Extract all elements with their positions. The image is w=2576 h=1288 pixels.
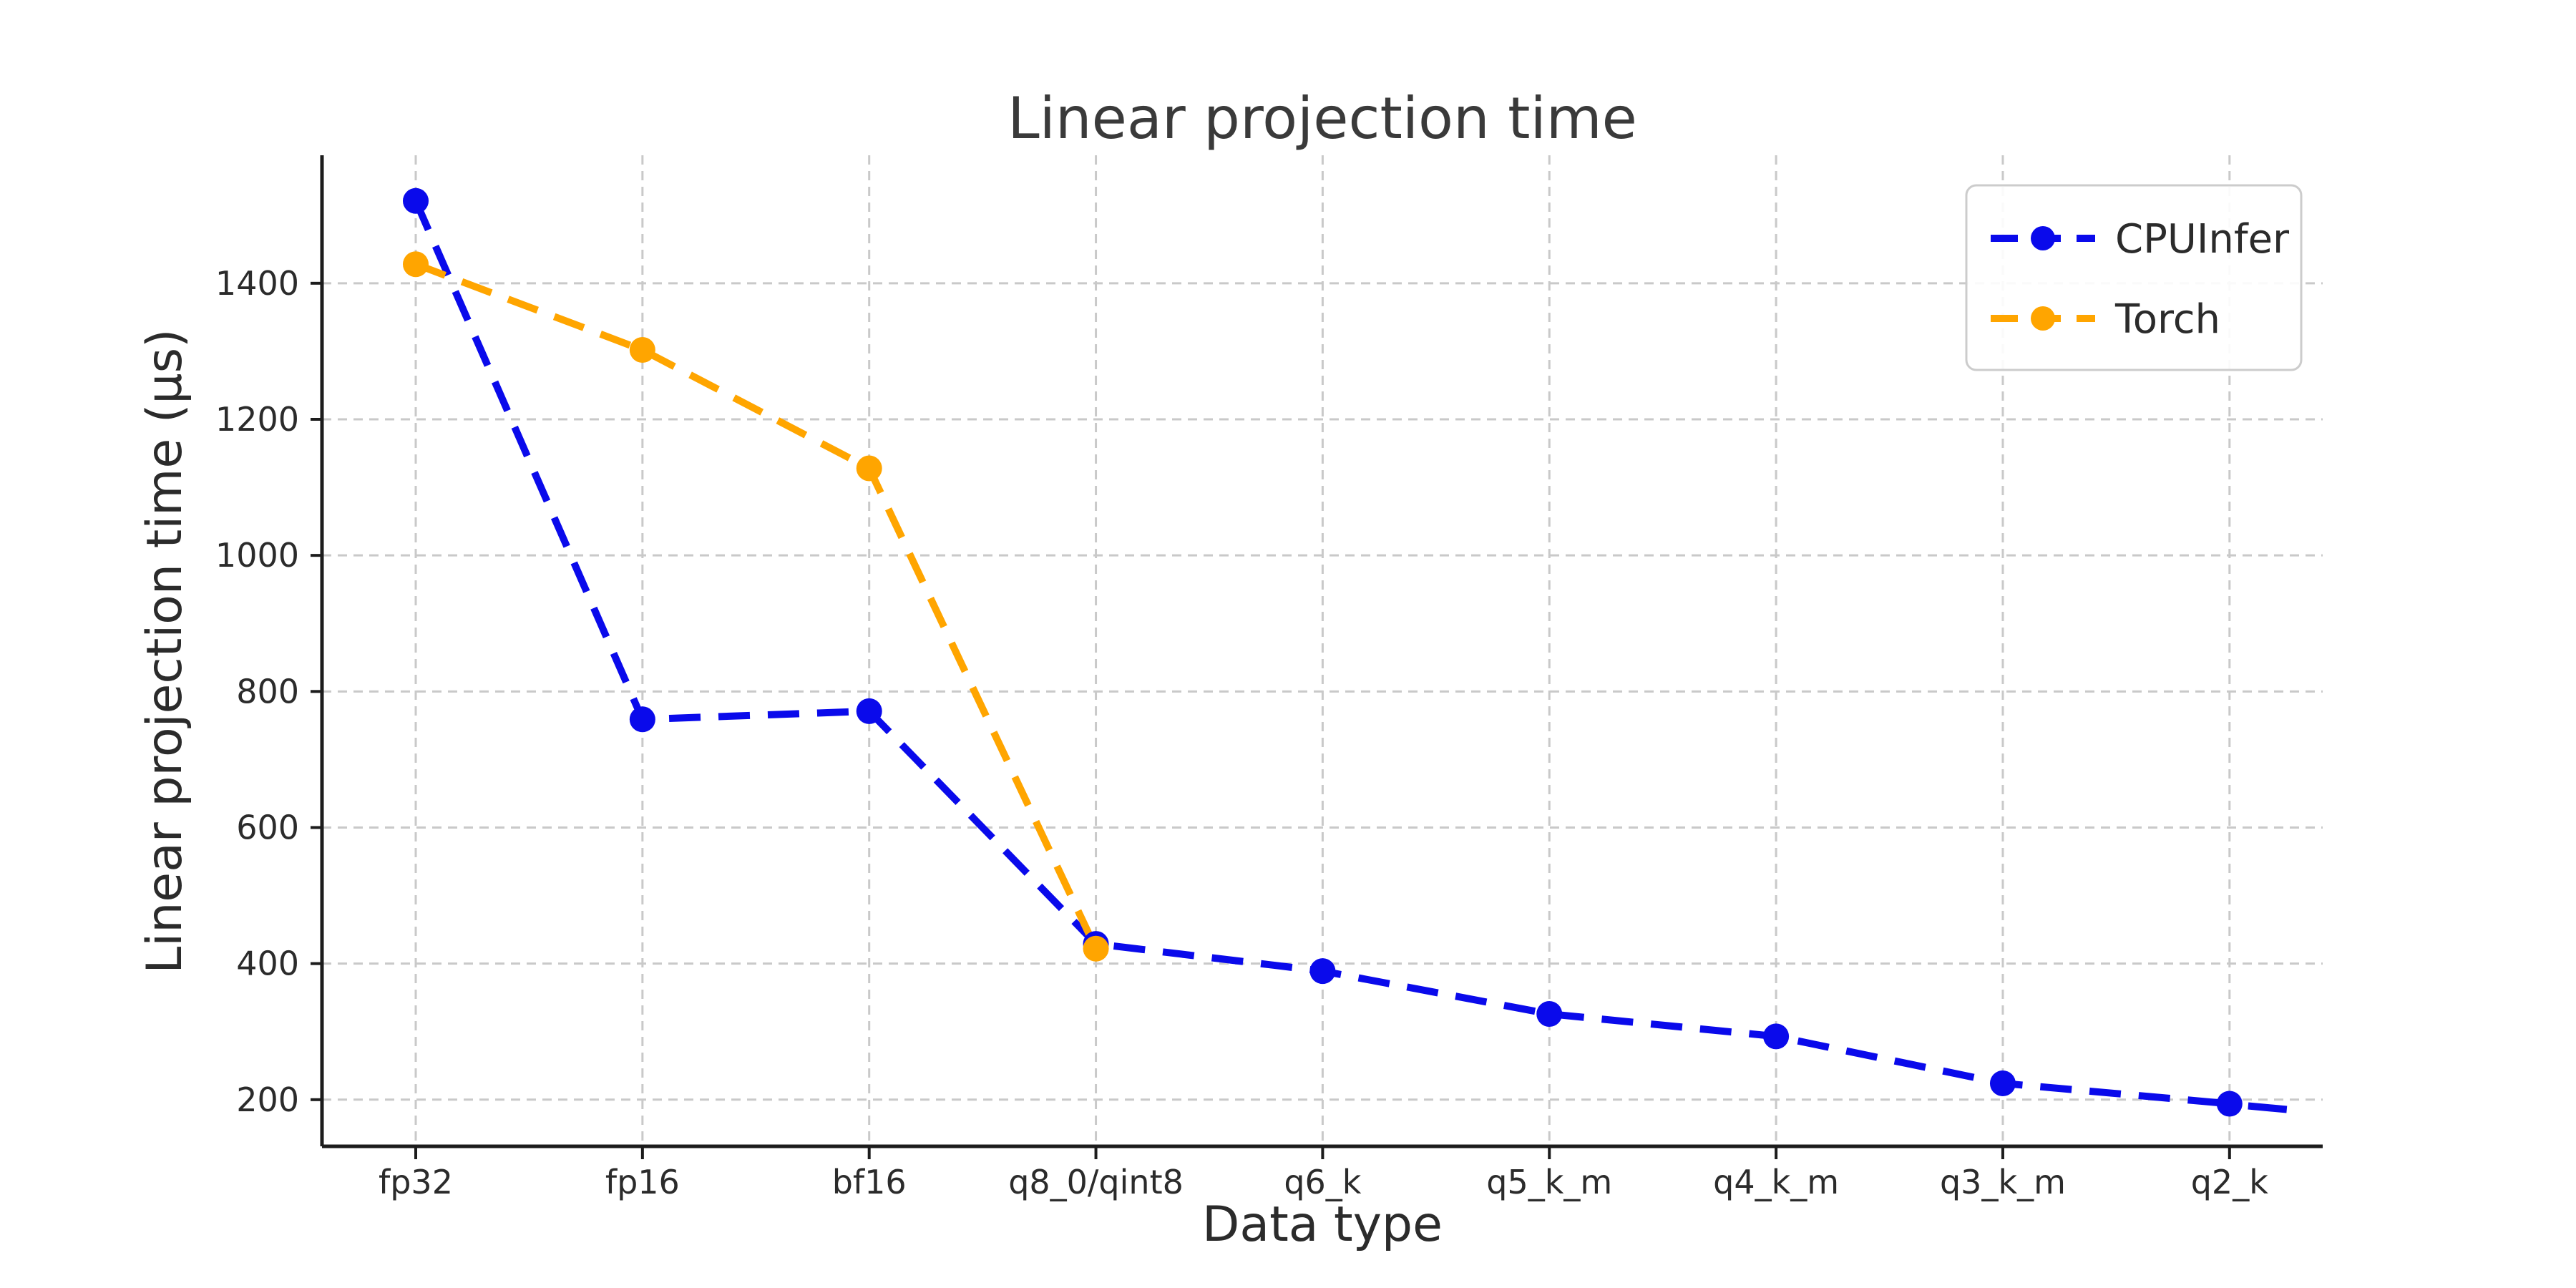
point-cpuinfer-q4-k-m [1763,1023,1790,1050]
legend-marker-cpuinfer [2031,226,2055,250]
y-tick-label-400: 400 [236,945,299,983]
legend-label-torch: Torch [2114,296,2220,343]
x-tick-label-fp16: fp16 [605,1163,680,1201]
point-cpuinfer-q2-k [2216,1091,2243,1117]
y-axis-label: Linear projection time (µs) [137,328,193,973]
x-tick-label-q6-k: q6_k [1284,1163,1361,1201]
legend: CPUInfer Torch [1965,184,2303,371]
y-tick-label-800: 800 [236,672,299,711]
series-torch-line [414,260,1100,950]
point-cpuinfer-q3-k-m [1989,1070,2016,1096]
x-tick-label-q4-k-m: q4_k_m [1713,1163,1839,1201]
legend-label-cpuinfer: CPUInfer [2115,216,2290,263]
point-torch-q8-0-qint8 [1083,935,1109,962]
point-cpuinfer-q6-k [1309,958,1336,985]
x-tick-label-q5-k-m: q5_k_m [1486,1163,1612,1201]
data-points [403,187,2243,1117]
point-cpuinfer-fp32 [403,187,429,214]
point-torch-bf16 [856,455,882,482]
axes [311,155,2323,1159]
x-tick-label-bf16: bf16 [832,1163,907,1201]
point-cpuinfer-q5-k-m [1536,1000,1563,1027]
x-tick-label-fp32: fp32 [379,1163,453,1201]
y-tick-label-200: 200 [236,1080,299,1119]
x-tick-label-q8-0-qint8: q8_0/qint8 [1008,1163,1184,1201]
y-tick-label-1400: 1400 [215,264,299,303]
chart-title: Linear projection time [1008,85,1637,152]
y-tick-label-1000: 1000 [215,536,299,575]
tick-labels: 200 400 600 800 1000 1200 1400 fp32 fp16 bf16 q8_0… [215,264,2268,1201]
point-torch-fp32 [403,251,429,278]
point-torch-fp16 [629,337,655,364]
point-cpuinfer-fp16 [629,706,655,733]
y-tick-label-1200: 1200 [215,400,299,439]
x-tick-label-q2-k: q2_k [2191,1163,2268,1201]
x-tick-label-q3-k-m: q3_k_m [1940,1163,2066,1201]
point-cpuinfer-bf16 [856,698,882,724]
legend-marker-torch [2031,306,2055,331]
y-tick-label-600: 600 [236,808,299,847]
x-axis-label: Data type [1202,1196,1443,1253]
series-cpuinfer-trailing-dash [2248,1102,2288,1113]
